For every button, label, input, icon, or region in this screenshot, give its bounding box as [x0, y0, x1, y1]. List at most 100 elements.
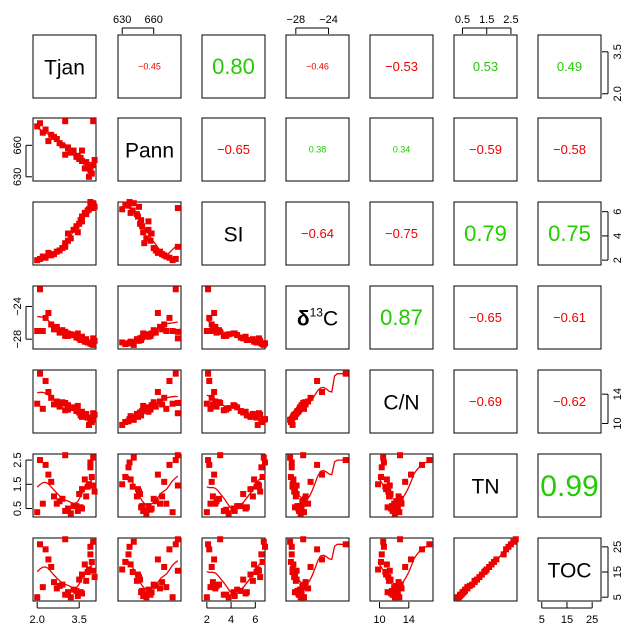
data-point	[53, 585, 60, 592]
data-point	[79, 408, 85, 415]
panel-frame	[285, 285, 350, 350]
tick-label: 2	[204, 614, 210, 626]
data-point	[377, 558, 384, 565]
diagonal-label-d13c: δ13C	[297, 306, 338, 331]
panel-6-3	[285, 536, 350, 602]
tick-label: 15	[561, 614, 573, 626]
data-point	[42, 377, 49, 384]
data-point	[292, 589, 298, 596]
panel-frame	[32, 285, 97, 350]
data-point	[77, 412, 84, 419]
data-point	[51, 493, 57, 500]
data-point	[48, 478, 55, 485]
data-point	[237, 587, 244, 594]
data-point	[74, 402, 81, 409]
data-point	[231, 330, 238, 337]
data-point	[242, 333, 249, 340]
data-point	[386, 577, 393, 584]
panel-frame	[537, 537, 602, 602]
panel-5-0	[32, 452, 98, 518]
data-point	[208, 563, 215, 570]
smooth-line	[206, 474, 266, 510]
data-point	[125, 551, 132, 558]
data-point	[390, 506, 397, 513]
panel-frame	[117, 285, 182, 350]
smooth-line	[122, 206, 179, 256]
data-point	[147, 406, 154, 413]
data-point	[154, 388, 161, 395]
data-point	[45, 138, 52, 145]
data-point	[375, 481, 382, 488]
data-point	[386, 567, 393, 574]
panel-3-2	[201, 285, 268, 350]
data-point	[257, 488, 264, 495]
data-point	[136, 203, 142, 210]
data-point	[255, 567, 262, 574]
tick-label: 6	[612, 209, 624, 215]
correlation-label: −0.62	[553, 394, 586, 409]
data-point	[74, 507, 81, 514]
data-point	[86, 173, 92, 180]
tick-label: 10	[612, 417, 624, 429]
data-point	[39, 405, 46, 412]
data-point	[77, 337, 84, 343]
data-point	[378, 464, 385, 471]
tick-label: 1.5	[12, 477, 24, 492]
data-point	[166, 254, 173, 261]
data-point	[74, 592, 81, 599]
data-point	[152, 582, 159, 589]
data-point	[169, 257, 176, 264]
panel-5-5: TN	[453, 453, 518, 518]
data-point	[77, 154, 84, 161]
panel-3-5: −0.65	[453, 285, 518, 350]
data-point	[83, 577, 90, 584]
tick-label: −28	[12, 330, 24, 349]
data-point	[203, 328, 210, 334]
correlation-label: 0.75	[548, 221, 591, 246]
data-point	[79, 333, 85, 340]
panel-frame	[201, 537, 266, 602]
data-point	[314, 461, 321, 468]
diagonal-label-tn: TN	[472, 476, 500, 499]
data-point	[402, 563, 409, 570]
smooth-line	[122, 473, 179, 506]
data-point	[119, 481, 126, 488]
data-point	[174, 452, 181, 459]
smooth-line	[36, 127, 95, 164]
data-point	[296, 506, 303, 513]
data-point	[464, 585, 471, 592]
data-point	[419, 461, 426, 468]
data-point	[87, 166, 94, 173]
data-point	[122, 419, 129, 426]
data-point	[159, 579, 166, 586]
data-point	[172, 541, 179, 548]
data-point	[398, 500, 405, 507]
data-point	[319, 471, 325, 478]
panel-3-6: −0.61	[537, 285, 602, 350]
tick-label: 660	[12, 136, 24, 154]
data-point	[143, 405, 150, 412]
panel-frame	[537, 453, 602, 518]
data-point	[231, 592, 238, 599]
tick-label: 2.0	[612, 86, 624, 101]
data-point	[211, 388, 218, 395]
data-point	[81, 561, 88, 568]
data-point	[90, 335, 97, 342]
data-point	[136, 574, 142, 581]
smooth-line	[37, 315, 95, 343]
data-point	[81, 165, 88, 172]
data-point	[251, 561, 258, 568]
panel-frame	[32, 117, 97, 182]
data-point	[37, 457, 43, 464]
data-point	[143, 235, 150, 242]
data-point	[206, 461, 213, 468]
panel-frame	[369, 201, 434, 266]
tick-label: 0.5	[455, 14, 470, 26]
data-point	[174, 399, 181, 406]
panel-frame	[537, 117, 602, 182]
data-point	[212, 585, 219, 592]
data-point	[260, 454, 267, 461]
data-point	[380, 454, 387, 461]
data-point	[385, 488, 392, 495]
data-point	[62, 243, 69, 250]
